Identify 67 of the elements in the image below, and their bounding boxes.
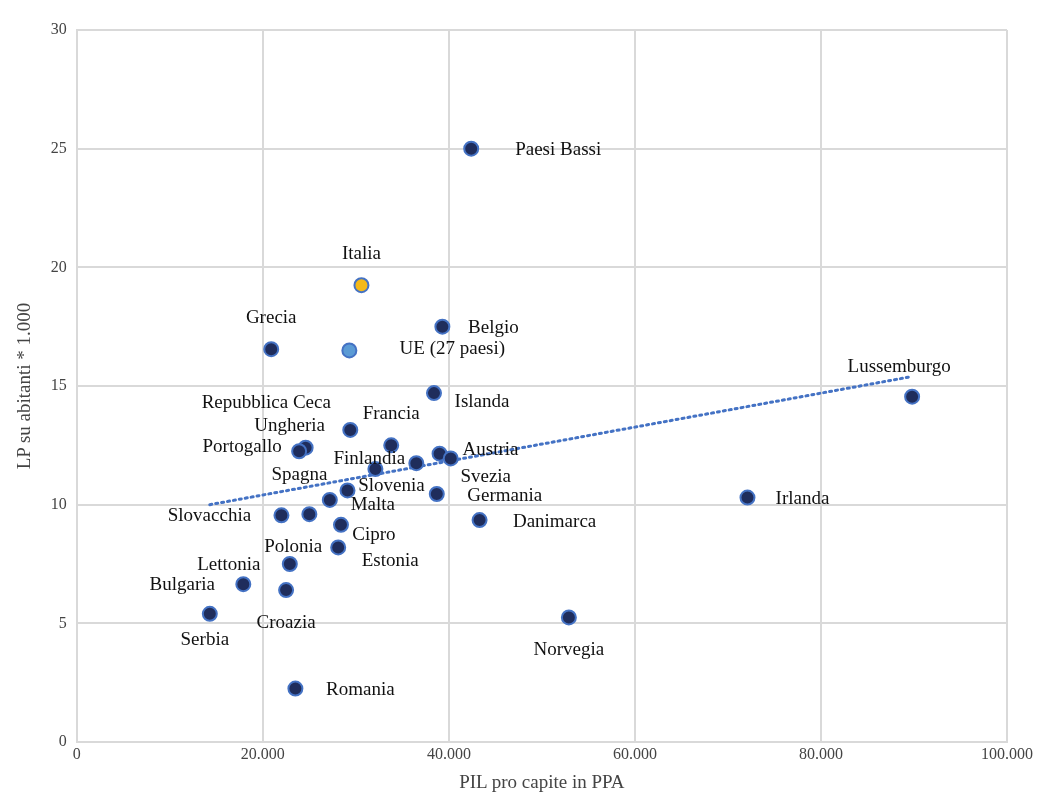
point (321, 491, 338, 508)
point (235, 576, 252, 593)
annotation: Francia (362, 402, 421, 424)
point (339, 482, 356, 499)
annotation: Lussemburgo (847, 354, 951, 376)
annotation: Slovacchia (167, 504, 252, 526)
annotation: Spagna (271, 463, 328, 485)
annotation: UE (27 paesi) (399, 337, 506, 360)
point (463, 140, 480, 157)
annotation: Grecia (245, 306, 298, 328)
annotation: Cipro (352, 522, 396, 544)
point (426, 385, 442, 402)
annotation: Danimarca (512, 510, 597, 532)
annotation: Estonia (361, 549, 420, 571)
x-tick-label: 20.000 (240, 744, 285, 762)
x-tick-label: 60.000 (612, 744, 657, 762)
point (278, 582, 295, 599)
x-axis-title: PIL pro capite in PPA (459, 770, 625, 792)
annotation: Italia (341, 242, 382, 264)
x-tick-label: 80.000 (798, 744, 843, 762)
x-tick-label: 0 (72, 744, 81, 762)
x-tick-label: 40.000 (426, 744, 471, 762)
point (263, 341, 280, 358)
annotation: Bulgaria (149, 573, 216, 595)
y-tick-label: 25 (50, 138, 67, 156)
annotation: Repubblica Ceca (201, 390, 332, 412)
point (442, 450, 459, 467)
point (273, 507, 290, 524)
point (353, 277, 370, 294)
point (332, 516, 349, 533)
point (739, 489, 756, 506)
point (291, 443, 308, 460)
annotation: Norvegia (533, 638, 605, 660)
y-tick-label: 30 (50, 20, 67, 38)
y-tick-label: 10 (50, 494, 67, 512)
annotation: Romania (326, 677, 396, 699)
annotation: Finlandia (333, 447, 406, 469)
point (201, 605, 218, 622)
y-axis-title: LP su abitanti * 1.000 (13, 302, 35, 470)
point (428, 485, 445, 502)
y-tick-label: 5 (58, 613, 67, 631)
annotation: Islanda (454, 390, 510, 412)
annotation: Polonia (264, 535, 323, 557)
point (904, 388, 921, 405)
y-tick-label: 15 (50, 376, 67, 394)
point (434, 318, 451, 335)
annotation: Portogallo (202, 435, 282, 457)
point (341, 342, 358, 359)
point (281, 556, 298, 572)
point (301, 506, 318, 523)
point (287, 680, 304, 697)
annotation: Austria (462, 437, 520, 459)
annotation: Serbia (180, 627, 230, 649)
annotation: Irlanda (775, 486, 830, 508)
annotation: Lettonia (197, 552, 262, 574)
point (330, 539, 347, 556)
point (471, 512, 488, 529)
point (342, 421, 359, 438)
y-tick-label: 0 (58, 732, 67, 750)
annotation: Belgio (468, 315, 519, 337)
point (560, 609, 577, 626)
annotation: Paesi Bassi (515, 137, 602, 159)
x-tick-label: 100.000 (981, 744, 1033, 762)
annotation: Croazia (256, 611, 317, 633)
annotation: Ungheria (254, 413, 326, 435)
y-tick-label: 20 (50, 257, 67, 275)
point (408, 455, 425, 472)
